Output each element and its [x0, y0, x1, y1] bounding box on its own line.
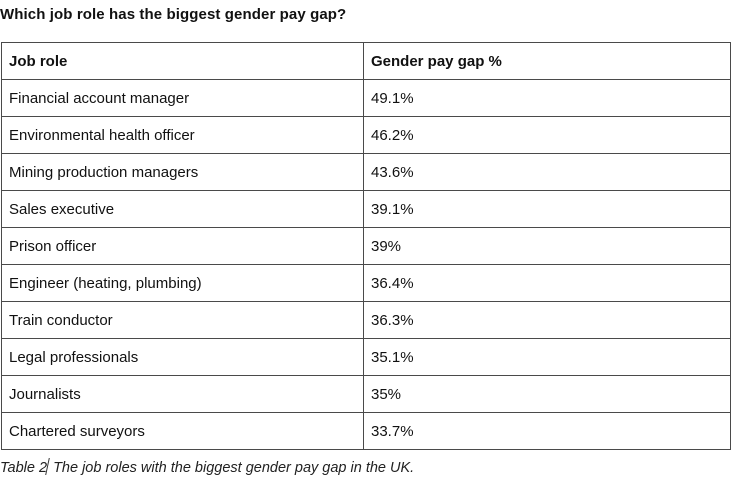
table-row: Chartered surveyors 33.7%: [1, 412, 731, 450]
job-role-cell: Legal professionals: [1, 338, 364, 376]
pay-gap-cell: 35.1%: [363, 338, 731, 376]
table-header-row: Job role Gender pay gap %: [1, 42, 731, 80]
job-role-cell: Financial account manager: [1, 79, 364, 117]
job-role-cell: Prison officer: [1, 227, 364, 265]
job-role-cell: Mining production managers: [1, 153, 364, 191]
table-row: Journalists 35%: [1, 375, 731, 413]
pay-gap-cell: 39.1%: [363, 190, 731, 228]
pay-gap-table: Job role Gender pay gap % Financial acco…: [1, 42, 731, 450]
pay-gap-cell: 35%: [363, 375, 731, 413]
column-header-pay-gap: Gender pay gap %: [363, 42, 731, 80]
table-row: Train conductor 36.3%: [1, 301, 731, 339]
job-role-cell: Journalists: [1, 375, 364, 413]
job-role-cell: Chartered surveyors: [1, 412, 364, 450]
table-row: Legal professionals 35.1%: [1, 338, 731, 376]
pay-gap-cell: 39%: [363, 227, 731, 265]
pay-gap-cell: 36.3%: [363, 301, 731, 339]
pay-gap-cell: 49.1%: [363, 79, 731, 117]
table-row: Financial account manager 49.1%: [1, 79, 731, 117]
caption-text: The job roles with the biggest gender pa…: [49, 460, 415, 476]
pay-gap-cell: 43.6%: [363, 153, 731, 191]
pay-gap-cell: 36.4%: [363, 264, 731, 302]
pay-gap-cell: 33.7%: [363, 412, 731, 450]
table-row: Mining production managers 43.6%: [1, 153, 731, 191]
job-role-cell: Sales executive: [1, 190, 364, 228]
caption-label: Table 2: [0, 460, 48, 476]
table-row: Environmental health officer 46.2%: [1, 116, 731, 154]
job-role-cell: Environmental health officer: [1, 116, 364, 154]
table-row: Engineer (heating, plumbing) 36.4%: [1, 264, 731, 302]
table-caption: Table 2 The job roles with the biggest g…: [0, 458, 414, 476]
table-row: Sales executive 39.1%: [1, 190, 731, 228]
column-header-job-role: Job role: [1, 42, 364, 80]
pay-gap-cell: 46.2%: [363, 116, 731, 154]
table-row: Prison officer 39%: [1, 227, 731, 265]
page-title: Which job role has the biggest gender pa…: [0, 6, 347, 23]
job-role-cell: Engineer (heating, plumbing): [1, 264, 364, 302]
job-role-cell: Train conductor: [1, 301, 364, 339]
